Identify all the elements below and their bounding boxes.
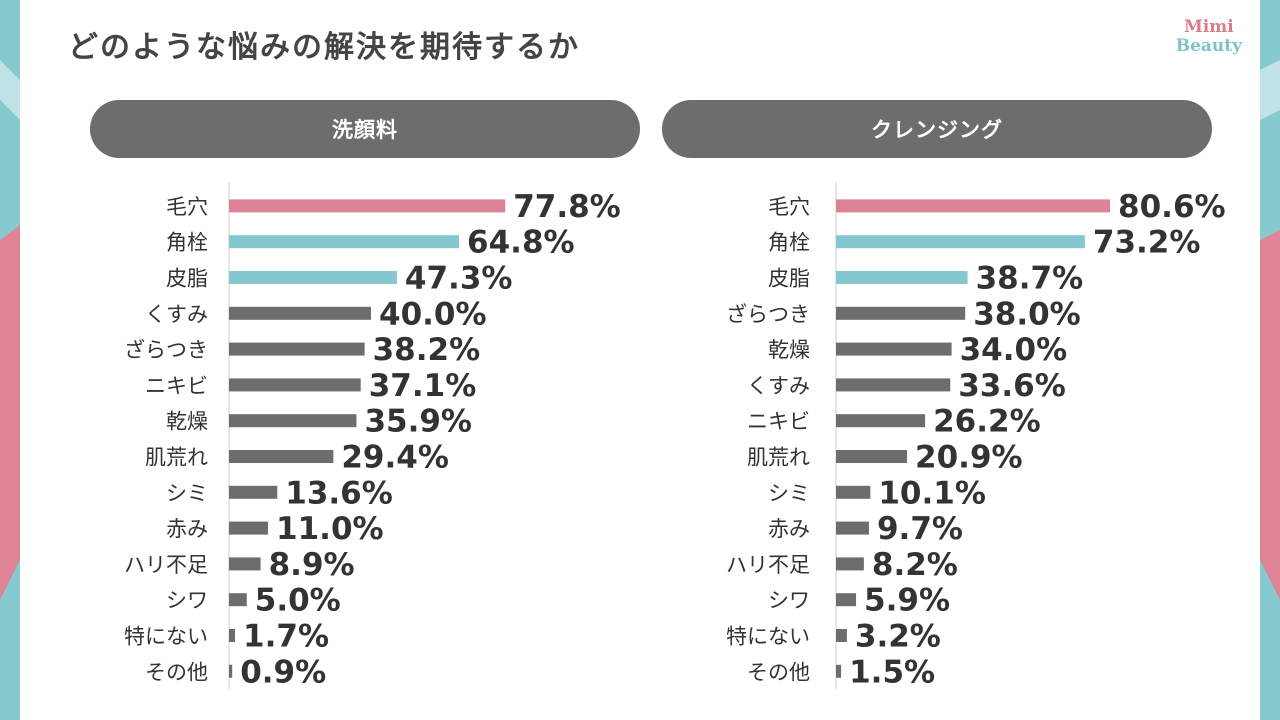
bar (836, 521, 869, 535)
value-label: 3.2% (855, 619, 941, 655)
right-decoration (1260, 0, 1280, 720)
bar (229, 485, 278, 499)
category-label: くすみ (145, 302, 208, 326)
category-label: その他 (145, 660, 208, 684)
value-label: 38.2% (373, 332, 481, 368)
category-label: 毛穴 (768, 195, 810, 219)
value-label: 13.6% (285, 475, 393, 511)
category-label: ハリ不足 (726, 553, 810, 577)
page-title: どのような悩みの解決を期待するか (68, 30, 580, 65)
value-label: 40.0% (379, 296, 487, 332)
category-label: ニキビ (747, 410, 810, 434)
bar (836, 485, 871, 499)
value-label: 29.4% (341, 440, 449, 476)
bar (836, 414, 926, 428)
value-label: 0.9% (240, 654, 326, 690)
value-label: 1.7% (243, 619, 329, 655)
category-label: ざらつき (726, 302, 810, 326)
bar (229, 306, 371, 320)
logo-line2: Beauty (1175, 36, 1242, 56)
bar (229, 414, 357, 428)
category-label: くすみ (747, 374, 810, 398)
chart-face-wash-svg: 毛穴 77.8% 角栓 64.8% 皮脂 47.3% くすみ 40.0% ざらつき 38.2% ニキ… (124, 182, 621, 690)
bar (229, 629, 236, 642)
value-label: 5.0% (255, 583, 341, 619)
left-decoration (0, 0, 20, 720)
category-label: ざらつき (124, 338, 208, 362)
category-label: 肌荒れ (747, 446, 810, 470)
bar (229, 378, 361, 392)
value-label: 8.9% (269, 547, 355, 583)
bar (836, 342, 952, 356)
category-label: 乾燥 (768, 338, 810, 362)
chart-cleansing: 毛穴 80.6% 角栓 73.2% 皮脂 38.7% ざらつき 38.0% 乾燥 34.0% くすみ… (670, 180, 1230, 690)
category-label: シワ (166, 589, 208, 613)
value-label: 26.2% (933, 404, 1041, 440)
value-label: 20.9% (915, 440, 1023, 476)
bar (229, 593, 247, 607)
value-label: 8.2% (872, 547, 958, 583)
bar (836, 593, 857, 607)
value-label: 38.7% (976, 261, 1084, 297)
category-label: ハリ不足 (124, 553, 208, 577)
category-label: 毛穴 (166, 195, 208, 219)
category-label: 特にない (124, 625, 208, 649)
value-label: 73.2% (1093, 225, 1201, 261)
bar (229, 557, 261, 571)
value-label: 34.0% (960, 332, 1068, 368)
category-label: シミ (166, 481, 208, 505)
category-label: 乾燥 (166, 410, 208, 434)
category-label: 皮脂 (768, 267, 810, 291)
bar (836, 378, 951, 392)
brand-logo: Mimi Beauty (1176, 18, 1242, 56)
bar (229, 664, 233, 678)
category-label: 赤み (768, 517, 810, 541)
bar (229, 271, 397, 284)
bar (229, 199, 506, 213)
value-label: 10.1% (878, 475, 986, 511)
logo-line1: Mimi (1183, 17, 1234, 37)
bar (836, 450, 908, 463)
value-label: 1.5% (849, 654, 935, 690)
bar (229, 342, 365, 356)
value-label: 37.1% (369, 368, 477, 404)
category-label: 特にない (726, 625, 810, 649)
value-label: 47.3% (405, 261, 513, 297)
category-label: シミ (768, 481, 810, 505)
value-label: 9.7% (877, 511, 963, 547)
value-label: 77.8% (513, 189, 621, 225)
bar (836, 271, 968, 284)
bar (836, 306, 966, 320)
chart-face-wash: 毛穴 77.8% 角栓 64.8% 皮脂 47.3% くすみ 40.0% ざらつき 38.2% ニキ… (90, 180, 650, 690)
category-label: ニキビ (145, 374, 208, 398)
value-label: 5.9% (864, 583, 950, 619)
category-label: シワ (768, 589, 810, 613)
bar (836, 664, 842, 678)
value-label: 35.9% (364, 404, 472, 440)
bar (836, 199, 1111, 213)
chart-header-cleansing: クレンジング (662, 100, 1212, 158)
bar (836, 629, 847, 642)
chart-cleansing-svg: 毛穴 80.6% 角栓 73.2% 皮脂 38.7% ざらつき 38.0% 乾燥 34.0% くすみ… (726, 182, 1226, 690)
category-label: 角栓 (166, 231, 208, 255)
value-label: 64.8% (467, 225, 575, 261)
value-label: 80.6% (1118, 189, 1226, 225)
bar (229, 521, 269, 535)
chart-header-face-wash: 洗顔料 (90, 100, 640, 158)
bar (229, 235, 460, 249)
category-label: 赤み (166, 517, 208, 541)
category-label: 肌荒れ (145, 446, 208, 470)
bar (229, 450, 334, 463)
category-label: 角栓 (768, 231, 810, 255)
value-label: 11.0% (276, 511, 384, 547)
bar (836, 557, 864, 571)
bar (836, 235, 1085, 249)
value-label: 33.6% (958, 368, 1066, 404)
category-label: 皮脂 (166, 267, 208, 291)
category-label: その他 (747, 660, 810, 684)
value-label: 38.0% (973, 296, 1081, 332)
